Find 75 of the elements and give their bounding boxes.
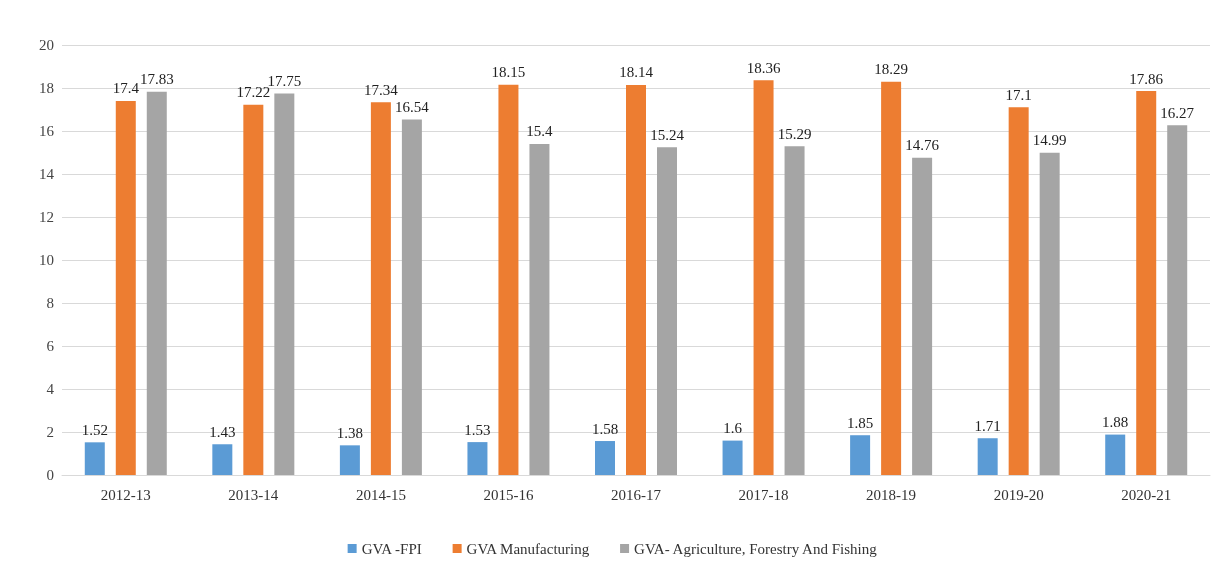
bar bbox=[146, 91, 167, 475]
data-label: 17.86 bbox=[1129, 70, 1164, 87]
data-label: 17.4 bbox=[112, 80, 140, 97]
y-tick-label: 4 bbox=[46, 381, 55, 397]
x-tick-label: 2014-15 bbox=[355, 486, 406, 503]
bar bbox=[1008, 107, 1029, 475]
y-tick-label: 8 bbox=[46, 295, 54, 311]
y-tick-label: 14 bbox=[39, 166, 55, 182]
x-tick-label: 2015-16 bbox=[483, 486, 534, 503]
bar bbox=[1039, 152, 1060, 475]
x-tick-label: 2019-20 bbox=[993, 486, 1044, 503]
bar bbox=[84, 442, 105, 475]
y-tick-label: 10 bbox=[39, 252, 54, 268]
x-tick-label: 2020-21 bbox=[1121, 486, 1172, 503]
y-tick-label: 16 bbox=[39, 123, 55, 139]
bar bbox=[595, 441, 615, 475]
x-tick-label: 2018-19 bbox=[866, 486, 917, 503]
data-label: 18.36 bbox=[746, 59, 781, 76]
data-label: 1.43 bbox=[209, 423, 236, 440]
data-label: 1.85 bbox=[846, 414, 874, 431]
legend-label: GVA- Agriculture, Forestry And Fishing bbox=[634, 540, 878, 557]
data-label: 1.52 bbox=[81, 421, 108, 438]
x-tick-label: 2012-13 bbox=[100, 486, 151, 503]
data-label: 18.29 bbox=[874, 61, 908, 78]
data-label: 15.4 bbox=[526, 123, 554, 140]
data-label: 16.54 bbox=[395, 98, 430, 115]
data-label: 14.76 bbox=[905, 137, 940, 154]
data-label: 1.53 bbox=[464, 421, 491, 438]
data-label: 17.1 bbox=[1005, 86, 1032, 103]
data-label: 17.83 bbox=[139, 71, 174, 88]
bar bbox=[912, 157, 933, 475]
bar bbox=[529, 143, 550, 475]
bar bbox=[339, 445, 360, 475]
data-label: 1.6 bbox=[723, 420, 743, 437]
data-label: 15.29 bbox=[777, 125, 812, 142]
data-label: 15.24 bbox=[650, 126, 685, 143]
bar bbox=[977, 438, 998, 475]
legend-label: GVA Manufacturing bbox=[466, 540, 590, 557]
bar bbox=[370, 102, 391, 475]
bar bbox=[784, 146, 805, 475]
bar bbox=[274, 93, 295, 475]
bar bbox=[467, 442, 488, 475]
legend-label: GVA -FPI bbox=[361, 540, 422, 557]
bar bbox=[1167, 125, 1188, 475]
data-label: 18.14 bbox=[619, 64, 654, 81]
bar bbox=[401, 119, 422, 475]
y-tick-label: 0 bbox=[46, 467, 54, 483]
x-tick-label: 2013-14 bbox=[228, 486, 279, 503]
bar bbox=[243, 104, 264, 475]
bar bbox=[657, 147, 677, 475]
data-label: 16.27 bbox=[1160, 104, 1195, 121]
y-tick-label: 6 bbox=[46, 338, 55, 354]
bar bbox=[850, 435, 871, 475]
y-tick-label: 2 bbox=[46, 424, 54, 440]
x-tick-label: 2017-18 bbox=[738, 486, 789, 503]
bar bbox=[753, 80, 774, 475]
y-tick-label: 12 bbox=[39, 209, 54, 225]
data-label: 1.88 bbox=[1102, 414, 1129, 431]
data-label: 17.34 bbox=[364, 81, 399, 98]
data-label: 14.99 bbox=[1032, 132, 1067, 149]
data-label: 1.71 bbox=[974, 417, 1001, 434]
bar bbox=[626, 84, 646, 475]
data-label: 18.15 bbox=[491, 64, 526, 81]
bar bbox=[1105, 434, 1126, 475]
x-tick-label: 2016-17 bbox=[611, 486, 662, 503]
bar bbox=[722, 440, 743, 475]
data-label: 1.58 bbox=[591, 420, 619, 437]
y-tick-label: 20 bbox=[39, 37, 54, 53]
y-tick-label: 18 bbox=[39, 80, 54, 96]
bar bbox=[498, 84, 519, 475]
bar bbox=[1136, 91, 1157, 475]
bar bbox=[881, 81, 902, 475]
bar bbox=[212, 444, 233, 475]
bar bbox=[115, 100, 136, 475]
data-label: 1.38 bbox=[336, 424, 364, 441]
